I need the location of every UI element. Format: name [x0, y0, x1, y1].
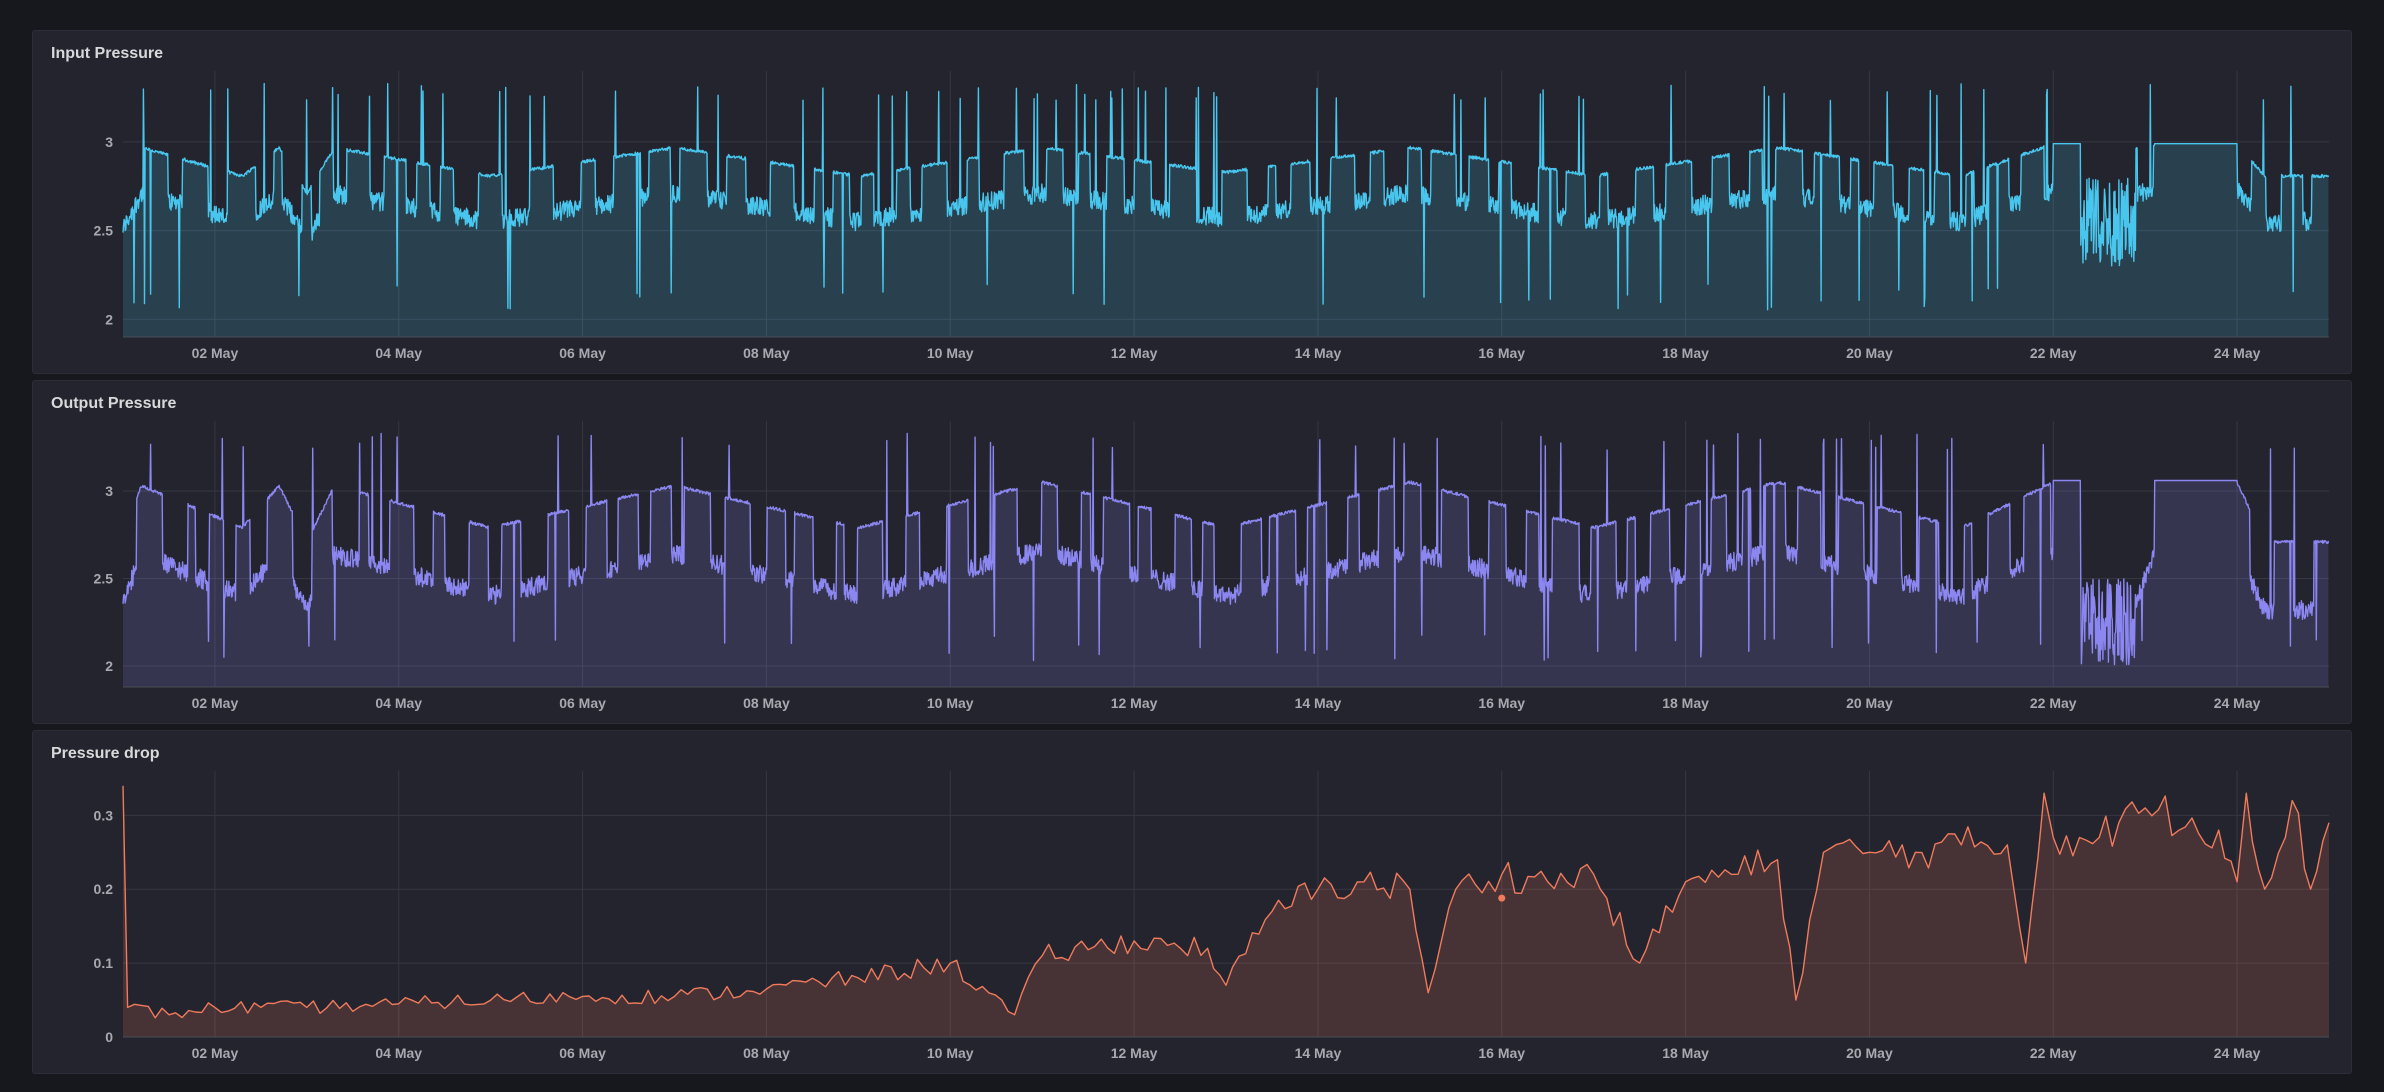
x-tick-label: 24 May	[2214, 695, 2261, 711]
x-tick-label: 04 May	[375, 695, 422, 711]
x-tick-label: 14 May	[1295, 345, 1342, 361]
x-tick-label: 16 May	[1478, 695, 1525, 711]
x-tick-label: 18 May	[1662, 345, 1709, 361]
x-tick-label: 16 May	[1478, 1045, 1525, 1061]
y-tick-label: 2.5	[94, 223, 114, 239]
x-tick-label: 04 May	[375, 345, 422, 361]
x-tick-label: 12 May	[1111, 695, 1158, 711]
x-tick-label: 14 May	[1295, 695, 1342, 711]
pressure-drop-chart: 02 May 04 May 06 May 08 May 10 May 12 May 14 M…	[94, 771, 2330, 1061]
x-tick-label: 04 May	[375, 1045, 422, 1061]
x-tick-label: 24 May	[2214, 1045, 2261, 1061]
y-tick-label: 2	[105, 658, 113, 674]
x-tick-label: 18 May	[1662, 1045, 1709, 1061]
series-line	[122, 432, 2330, 666]
x-tick-label: 06 May	[559, 1045, 606, 1061]
panel-output-pressure: Output Pressure 02 May 04 May 06 May 08 May…	[32, 380, 2352, 724]
series-line	[122, 785, 2330, 1019]
y-tick-label: 0.2	[94, 881, 114, 897]
x-tick-label: 10 May	[927, 695, 974, 711]
x-tick-label: 20 May	[1846, 345, 1893, 361]
panel-title: Pressure drop	[51, 745, 160, 762]
panel-title: Output Pressure	[51, 395, 177, 412]
x-tick-label: 22 May	[2030, 345, 2077, 361]
panel-pressure-drop: Pressure drop 02 May 04 May 06 May 08 May 10…	[32, 730, 2352, 1074]
x-tick-label: 02 May	[192, 345, 239, 361]
x-tick-label: 02 May	[192, 695, 239, 711]
x-tick-label: 02 May	[192, 1045, 239, 1061]
x-tick-label: 14 May	[1295, 1045, 1342, 1061]
x-tick-label: 06 May	[559, 695, 606, 711]
y-tick-label: 2	[105, 311, 113, 327]
x-tick-label: 20 May	[1846, 1045, 1893, 1061]
x-tick-label: 10 May	[927, 345, 974, 361]
y-tick-label: 3	[105, 134, 113, 150]
y-tick-label: 0.3	[94, 807, 114, 823]
y-tick-label: 0	[105, 1029, 113, 1045]
x-tick-label: 08 May	[743, 345, 790, 361]
x-tick-label: 22 May	[2030, 695, 2077, 711]
x-tick-label: 20 May	[1846, 695, 1893, 711]
x-tick-label: 22 May	[2030, 1045, 2077, 1061]
hover-point	[1498, 894, 1506, 902]
y-tick-label: 3	[105, 483, 113, 499]
series-area	[123, 433, 2329, 687]
input-pressure-chart: 02 May 04 May 06 May 08 May 10 May 12 May 14 M…	[94, 71, 2330, 361]
x-tick-label: 24 May	[2214, 345, 2261, 361]
series-area	[123, 83, 2329, 337]
x-tick-label: 08 May	[743, 695, 790, 711]
y-tick-label: 2.5	[94, 571, 114, 587]
output-pressure-chart: 02 May 04 May 06 May 08 May 10 May 12 May 14 M…	[94, 421, 2330, 711]
x-tick-label: 12 May	[1111, 1045, 1158, 1061]
x-tick-label: 06 May	[559, 345, 606, 361]
x-tick-label: 08 May	[743, 1045, 790, 1061]
panel-title: Input Pressure	[51, 45, 164, 62]
x-tick-label: 18 May	[1662, 695, 1709, 711]
panel-input-pressure: Input Pressure 02 May 04 May 06 May 08 May 1…	[32, 30, 2352, 374]
x-tick-label: 12 May	[1111, 345, 1158, 361]
x-tick-label: 16 May	[1478, 345, 1525, 361]
series-line	[122, 82, 2330, 311]
y-tick-label: 0.1	[94, 955, 114, 971]
x-tick-label: 10 May	[927, 1045, 974, 1061]
series-area	[123, 785, 2329, 1037]
